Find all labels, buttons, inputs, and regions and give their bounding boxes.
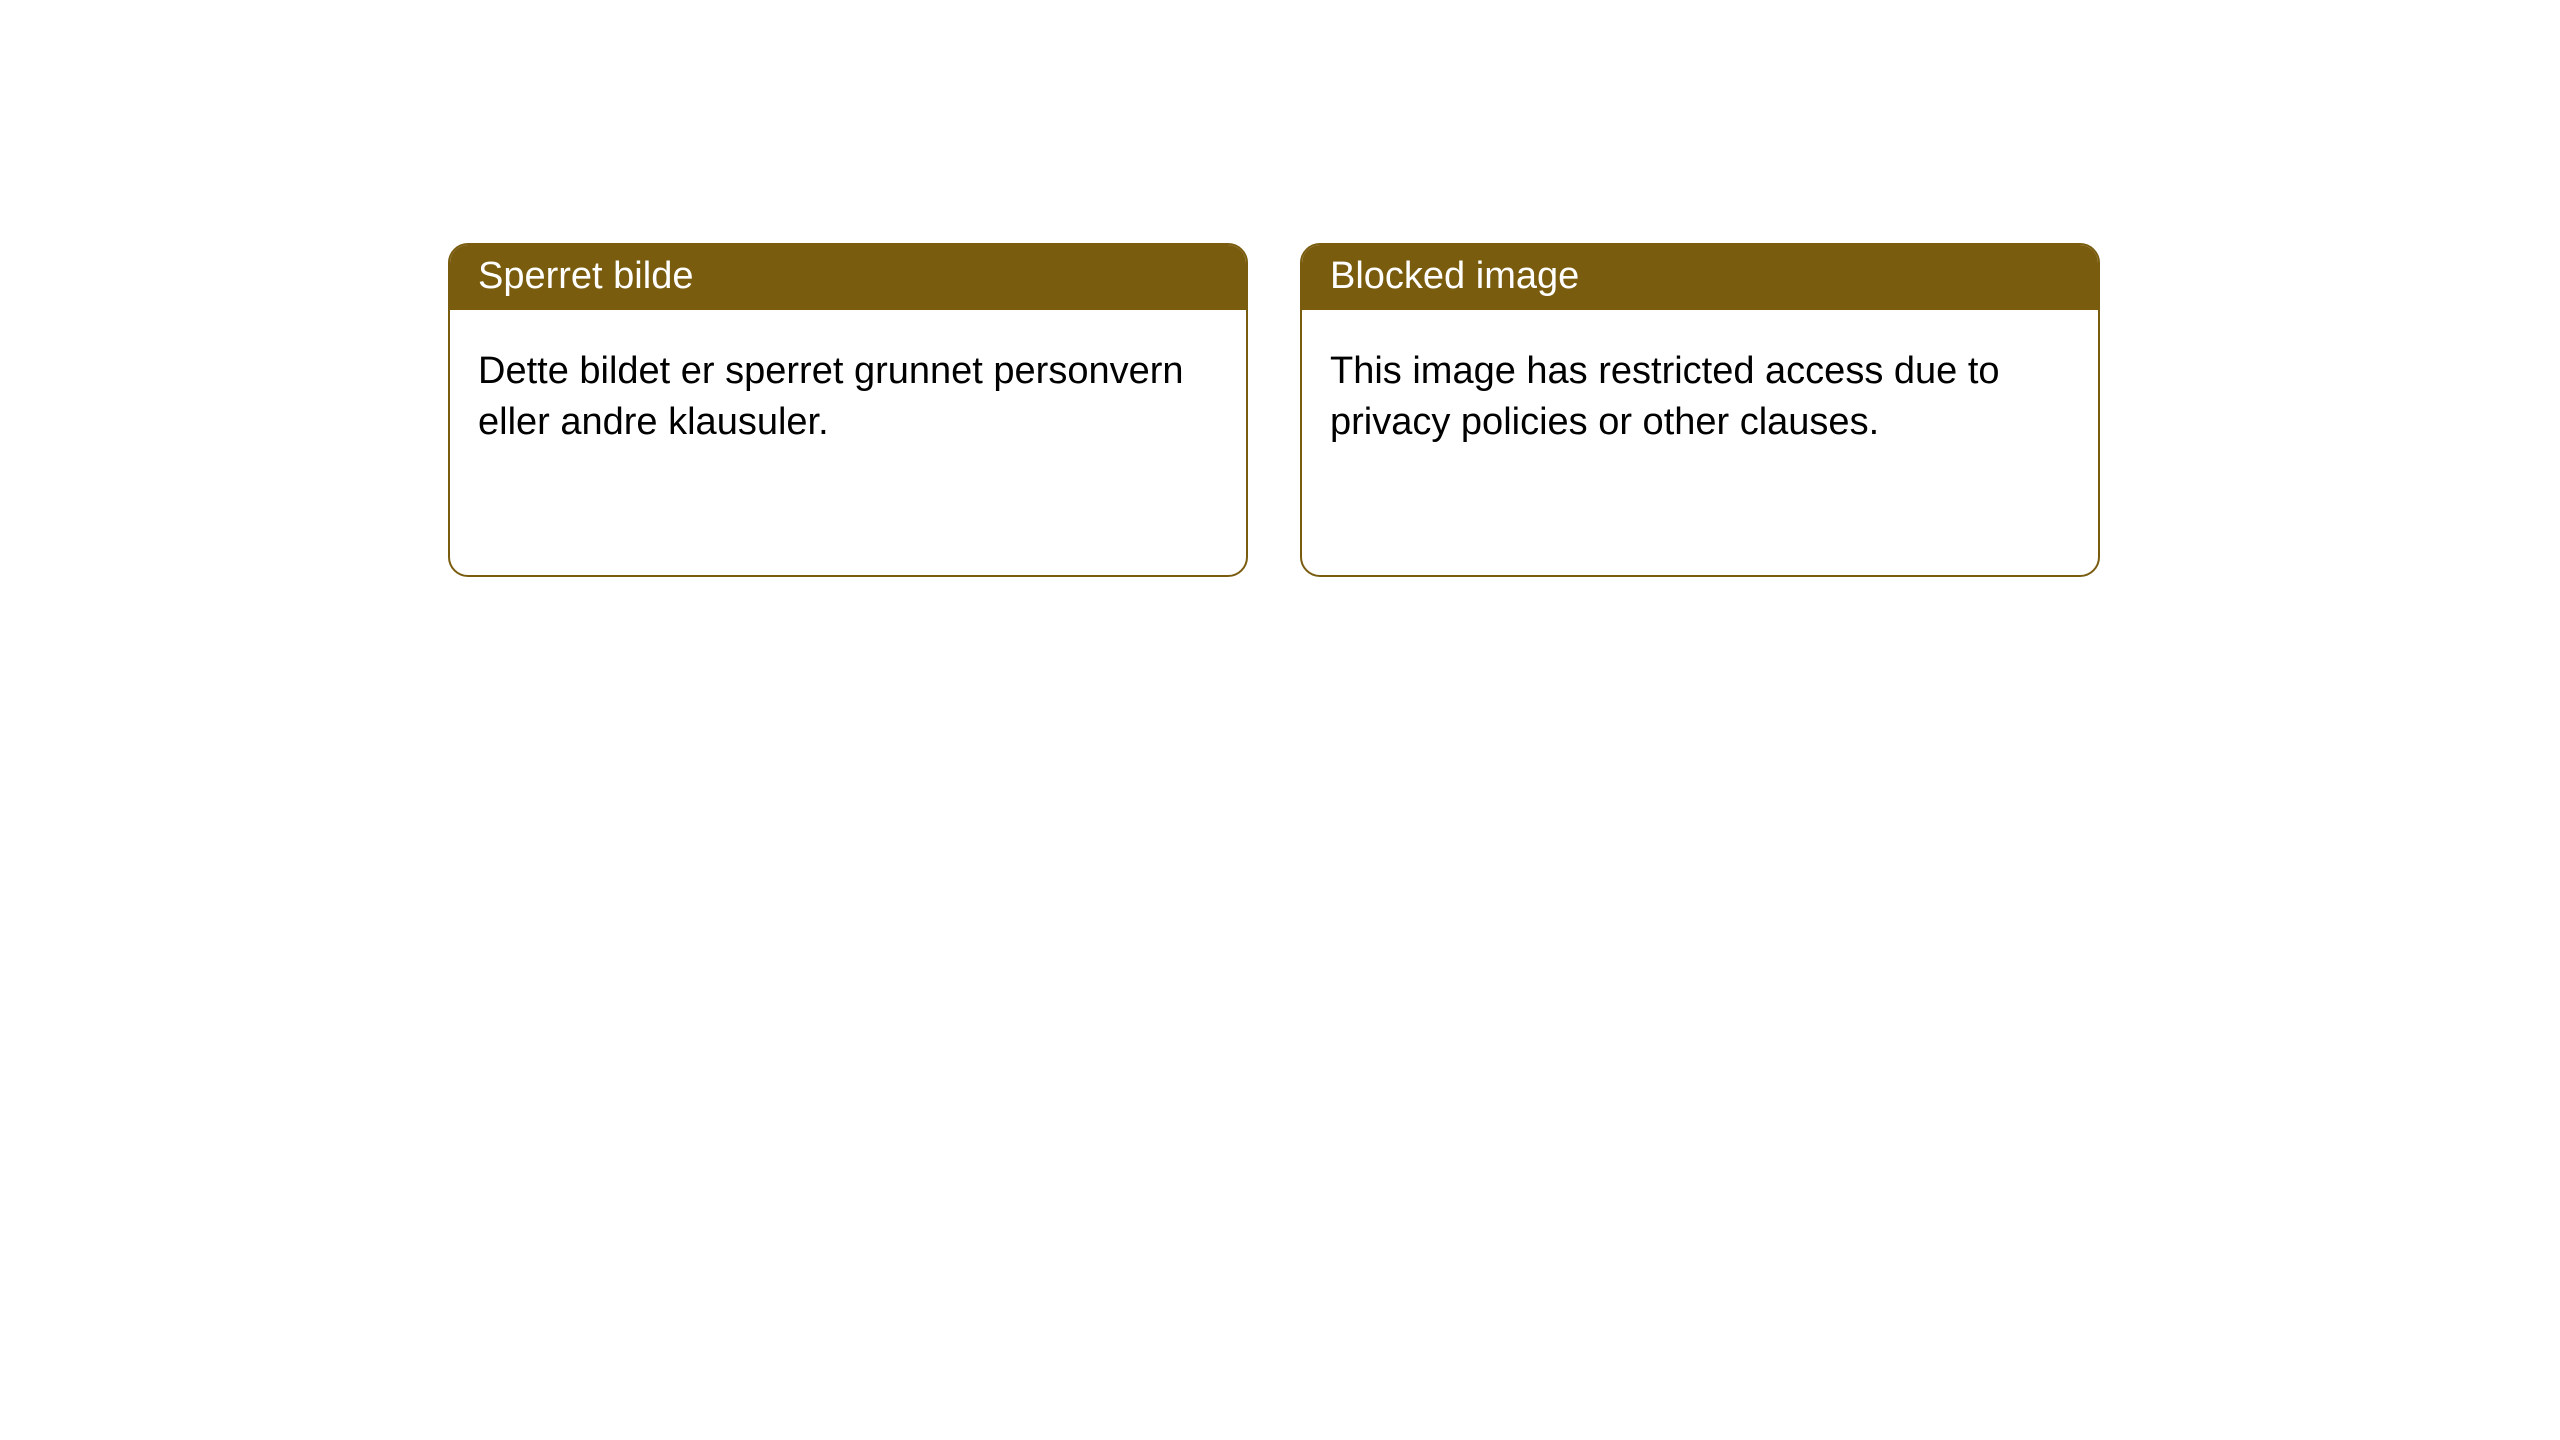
notice-card-english: Blocked image This image has restricted …: [1300, 243, 2100, 577]
notice-card-norwegian: Sperret bilde Dette bildet er sperret gr…: [448, 243, 1248, 577]
notice-body: Dette bildet er sperret grunnet personve…: [450, 310, 1246, 485]
notice-container: Sperret bilde Dette bildet er sperret gr…: [0, 0, 2560, 577]
notice-body: This image has restricted access due to …: [1302, 310, 2098, 485]
notice-header: Blocked image: [1302, 245, 2098, 310]
notice-header: Sperret bilde: [450, 245, 1246, 310]
